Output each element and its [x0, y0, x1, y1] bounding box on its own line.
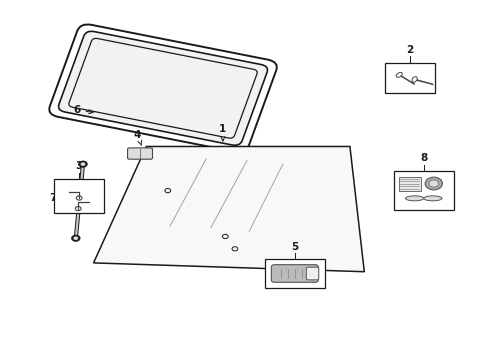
FancyBboxPatch shape: [305, 267, 318, 280]
Circle shape: [424, 177, 442, 190]
FancyBboxPatch shape: [54, 179, 104, 213]
Polygon shape: [93, 147, 364, 272]
Ellipse shape: [395, 72, 402, 77]
Text: 2: 2: [406, 45, 413, 55]
Text: 4: 4: [134, 130, 142, 145]
Ellipse shape: [405, 196, 423, 201]
Text: 7: 7: [49, 193, 79, 203]
Text: 5: 5: [290, 242, 298, 252]
Circle shape: [428, 180, 438, 187]
Text: 3: 3: [75, 161, 82, 171]
Ellipse shape: [423, 196, 441, 201]
FancyBboxPatch shape: [399, 177, 421, 190]
FancyBboxPatch shape: [393, 171, 453, 210]
Circle shape: [79, 161, 87, 167]
Text: 6: 6: [73, 105, 93, 115]
FancyBboxPatch shape: [59, 31, 267, 145]
FancyBboxPatch shape: [271, 265, 318, 282]
FancyBboxPatch shape: [127, 148, 152, 159]
Circle shape: [81, 162, 85, 166]
Ellipse shape: [411, 77, 416, 82]
FancyBboxPatch shape: [69, 39, 257, 138]
FancyBboxPatch shape: [264, 259, 324, 288]
Text: 1: 1: [219, 124, 226, 141]
Text: 8: 8: [420, 153, 427, 163]
Circle shape: [73, 237, 78, 240]
FancyBboxPatch shape: [384, 63, 434, 93]
Circle shape: [71, 235, 80, 242]
